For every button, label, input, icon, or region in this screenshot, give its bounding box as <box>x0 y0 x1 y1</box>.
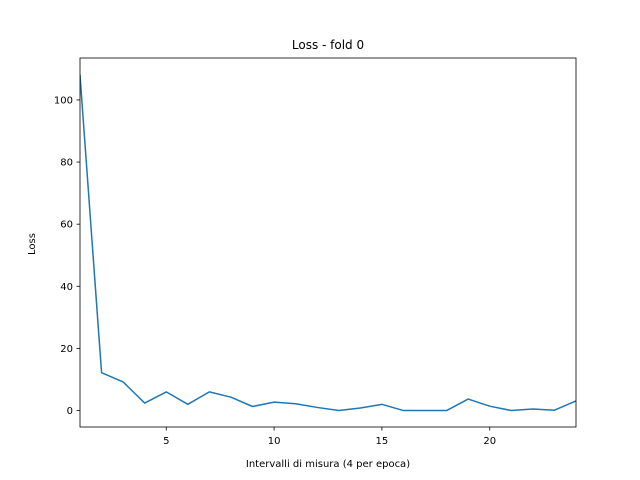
y-tick-label-0: 0 <box>67 406 73 417</box>
y-tick-label-20: 20 <box>60 344 73 355</box>
chart-title: Loss - fold 0 <box>292 38 364 52</box>
axes-frame <box>79 57 577 428</box>
x-tick-label-20: 20 <box>483 436 496 447</box>
y-tick-label-80: 80 <box>60 158 73 169</box>
series-line-0 <box>80 74 576 412</box>
x-tick-label-15: 15 <box>376 436 389 447</box>
x-tick-label-5: 5 <box>163 436 169 447</box>
y-tick-label-60: 60 <box>60 220 73 231</box>
x-tick-label-10: 10 <box>268 436 281 447</box>
y-axis-label: Loss <box>27 233 38 255</box>
y-tick-label-40: 40 <box>60 282 73 293</box>
plot-area: 5 10 15 20 0 20 40 60 80 100 <box>54 57 577 447</box>
y-tick-label-100: 100 <box>54 95 73 106</box>
x-axis-label: Intervalli di misura (4 per epoca) <box>246 459 410 470</box>
